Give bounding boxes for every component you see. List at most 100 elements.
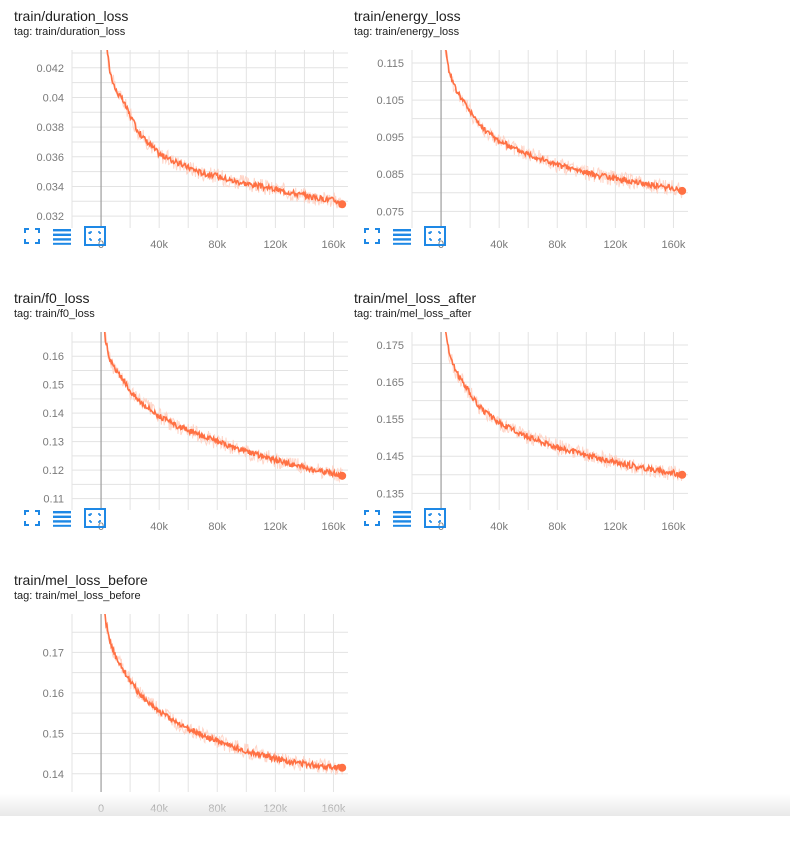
chart-plot[interactable]: 0.11 0.12 0.13 0.14 0.15 0.16 0 40k 80k 120k 160k — [14, 326, 354, 536]
y-tick-label: 0.04 — [43, 92, 64, 104]
data-list-icon-glyph — [393, 511, 411, 527]
y-tick-label: 0.11 — [43, 494, 64, 506]
y-tick-label: 0.085 — [376, 169, 404, 181]
chart-plot[interactable]: 0.135 0.145 0.155 0.165 0.175 0 40k 80k 120k 160k — [354, 326, 694, 536]
data-list-icon[interactable] — [52, 226, 72, 246]
x-tick-label: 120k — [603, 521, 627, 533]
y-tick-label: 0.17 — [43, 647, 64, 659]
chart-tag: tag: train/duration_loss — [14, 26, 126, 38]
data-list-icon-glyph — [393, 229, 411, 245]
y-tick-label: 0.15 — [43, 380, 64, 392]
raw-series-line — [103, 332, 343, 484]
chart-title: train/energy_loss — [354, 8, 461, 24]
x-tick-label: 120k — [603, 239, 627, 251]
y-tick-label: 0.034 — [36, 181, 64, 193]
x-tick-label: 80k — [548, 239, 566, 251]
data-list-icon[interactable] — [392, 226, 412, 246]
chart-card-energy-loss: train/energy_loss tag: train/energy_loss… — [354, 8, 694, 290]
y-tick-label: 0.032 — [36, 211, 64, 223]
chart-title: train/mel_loss_before — [14, 572, 148, 588]
smoothed-series-line — [445, 50, 683, 193]
chart-plot[interactable]: 0.140.150.160.17040k80k120k160k — [14, 608, 354, 818]
y-tick-label: 0.14 — [43, 408, 64, 420]
fit-domain-icon-glyph — [424, 508, 446, 528]
fullscreen-icon[interactable] — [22, 508, 42, 528]
fit-domain-icon[interactable] — [424, 508, 446, 528]
smoothed-series-line — [104, 614, 343, 772]
chart-plot[interactable]: 0.075 0.085 0.095 0.105 0.115 0 40k 80k 120k 160k — [354, 44, 694, 254]
grid — [411, 50, 688, 228]
y-tick-label: 0.165 — [376, 377, 404, 389]
x-tick-label: 80k — [208, 521, 226, 533]
series-group — [444, 332, 683, 482]
y-tick-label: 0.155 — [376, 414, 404, 426]
y-tick-label: 0.095 — [376, 132, 404, 144]
chart-title: train/duration_loss — [14, 8, 129, 24]
y-tick-label: 0.105 — [376, 95, 404, 107]
x-tick-label: 120k — [263, 239, 287, 251]
chart-title: train/mel_loss_after — [354, 290, 477, 306]
x-tick-label: 80k — [548, 521, 566, 533]
fullscreen-icon[interactable] — [362, 508, 382, 528]
y-tick-label: 0.115 — [377, 58, 404, 70]
x-tick-label: 40k — [490, 521, 508, 533]
y-tick-label: 0.042 — [36, 63, 64, 75]
x-tick-label: 40k — [490, 239, 508, 251]
y-tick-label: 0.15 — [43, 728, 64, 740]
series-group — [103, 332, 343, 484]
series-group — [444, 50, 683, 199]
y-tick-label: 0.135 — [376, 488, 404, 500]
series-end-point — [338, 471, 347, 480]
smoothed-series-line — [444, 332, 683, 479]
y-tick-label: 0.16 — [43, 688, 64, 700]
fit-domain-icon[interactable] — [84, 226, 106, 246]
raw-series-line — [106, 50, 343, 209]
y-tick-label: 0.175 — [376, 340, 404, 352]
fit-domain-icon[interactable] — [84, 508, 106, 528]
y-tick-label: 0.16 — [43, 351, 64, 363]
chart-svg: 0.140.150.160.17040k80k120k160k — [43, 614, 348, 815]
x-tick-label: 120k — [263, 521, 287, 533]
fit-domain-icon[interactable] — [424, 226, 446, 246]
fullscreen-icon-glyph — [364, 228, 380, 244]
series-end-point — [338, 763, 347, 772]
x-tick-label: 160k — [322, 521, 346, 533]
fullscreen-icon-glyph — [24, 510, 40, 526]
chart-card-mel-loss-after: train/mel_loss_after tag: train/mel_loss… — [354, 290, 694, 572]
y-tick-label: 0.038 — [36, 122, 64, 134]
chart-tag: tag: train/mel_loss_before — [14, 590, 141, 602]
y-tick-label: 0.14 — [43, 769, 64, 781]
series-end-point — [678, 470, 687, 479]
y-tick-label: 0.13 — [43, 437, 64, 449]
raw-series-line — [445, 332, 683, 482]
y-tick-label: 0.036 — [36, 152, 64, 164]
fullscreen-icon-glyph — [364, 510, 380, 526]
data-list-icon[interactable] — [52, 508, 72, 528]
data-list-icon[interactable] — [392, 508, 412, 528]
fullscreen-icon[interactable] — [22, 226, 42, 246]
x-tick-label: 160k — [662, 239, 686, 251]
smoothed-series-line — [103, 332, 343, 479]
chart-title: train/f0_loss — [14, 290, 90, 306]
grid — [411, 332, 688, 510]
x-tick-label: 40k — [150, 521, 168, 533]
x-tick-label: 160k — [662, 521, 686, 533]
fullscreen-icon-glyph — [24, 228, 40, 244]
y-tick-label: 0.12 — [43, 465, 64, 477]
chart-plot[interactable]: 0.032 0.034 0.036 0.038 0.04 0.042 0 40k 80k 120k… — [14, 44, 354, 254]
x-tick-label: 40k — [150, 239, 168, 251]
series-group — [106, 50, 343, 209]
fit-domain-icon-glyph — [84, 226, 106, 246]
data-list-icon-glyph — [53, 229, 71, 245]
scroll-fade — [0, 794, 790, 816]
chart-tag: tag: train/f0_loss — [14, 308, 95, 320]
chart-tag: tag: train/energy_loss — [354, 26, 460, 38]
fullscreen-icon[interactable] — [362, 226, 382, 246]
chart-tag: tag: train/mel_loss_after — [354, 308, 472, 320]
chart-svg: 0.110.120.130.140.150.160 40k 80k 120k 160k — [43, 332, 348, 533]
series-group — [104, 614, 343, 776]
data-list-icon-glyph — [53, 511, 71, 527]
